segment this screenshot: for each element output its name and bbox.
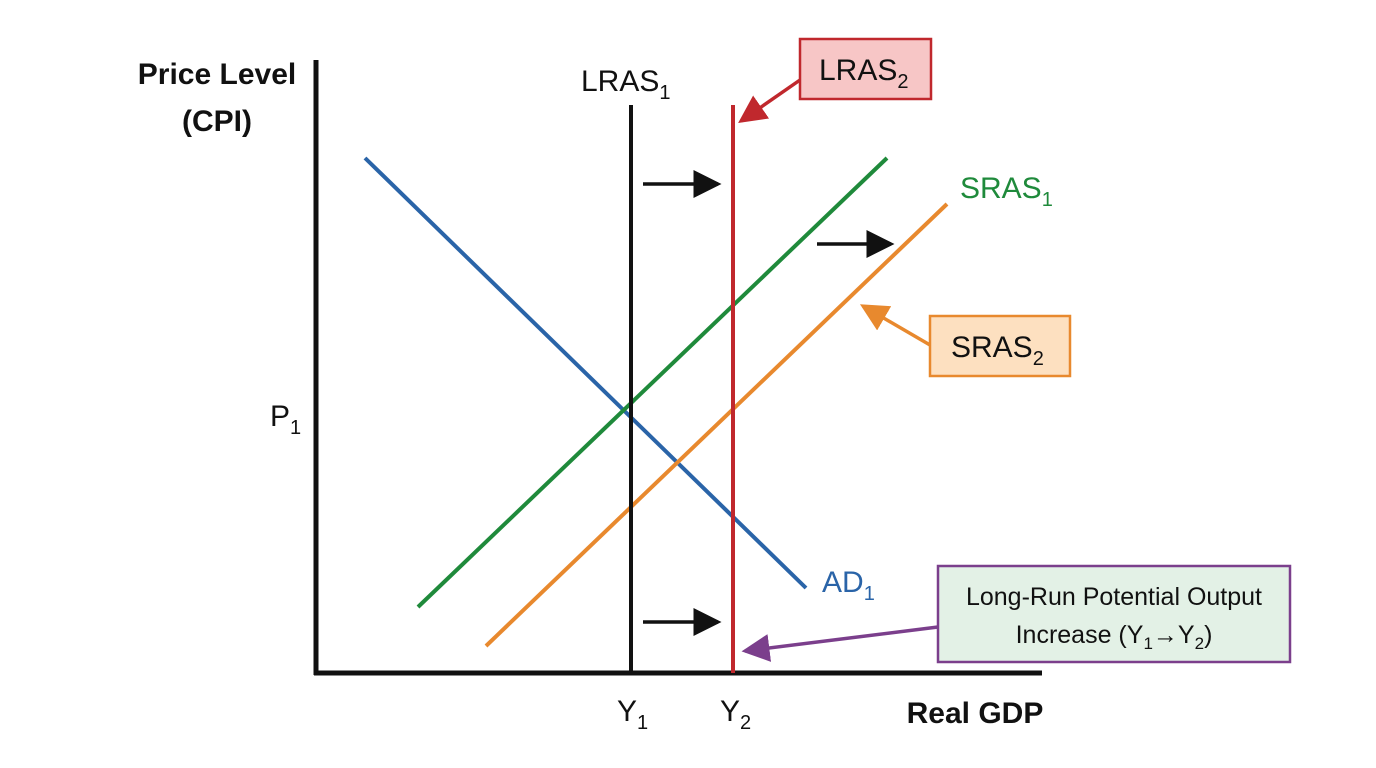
y2-label: Y2 [720,695,751,734]
note-text: → [1153,621,1178,649]
x-axis-label: Real GDP [907,697,1044,730]
note-text: Increase (Y [1016,621,1144,649]
label-sub: 1 [864,583,875,605]
sras1-curve [416,156,889,609]
label-text: P [270,400,290,433]
y1-label: Y1 [617,695,648,734]
note-text: ) [1204,621,1212,649]
label-text: Y [617,695,637,728]
label-text: LRAS [819,54,897,87]
label-sub: 2 [740,712,751,734]
label-text: SRAS [960,172,1042,205]
label-text: LRAS [581,65,659,98]
label-sub: 1 [659,82,670,104]
note-sub: 1 [1143,634,1152,653]
note-box [936,564,1292,664]
note-line: Increase (Y1→Y2) [1016,621,1213,653]
label-sub: 2 [897,71,908,93]
label-text: Y [720,695,740,728]
callout-arrow [738,78,801,123]
note-sub: 2 [1195,634,1204,653]
ad1-label: AD1 [822,566,875,605]
label-text: SRAS [951,331,1033,364]
sras2-curve [484,202,949,648]
sras2-label: SRAS2 [951,331,1044,370]
label-text: AD [822,566,864,599]
p1-label: P1 [270,400,301,439]
note-line: Long-Run Potential Output [966,583,1262,611]
y-axis-label: Price Level [138,58,296,91]
callout-arrow [859,304,931,347]
callout-arrow [741,625,939,662]
callout-box [928,314,1072,378]
lras1-label: LRAS1 [581,65,671,104]
sras1-label: SRAS1 [960,172,1053,211]
ad-curve [363,156,808,590]
label-sub: 1 [637,712,648,734]
y-axis-label: (CPI) [182,105,252,138]
label-sub: 1 [290,417,301,439]
note-text: Y [1178,621,1195,649]
label-sub: 2 [1033,348,1044,370]
callout-box [798,37,933,101]
label-sub: 1 [1042,189,1053,211]
lras2-label: LRAS2 [819,54,909,93]
